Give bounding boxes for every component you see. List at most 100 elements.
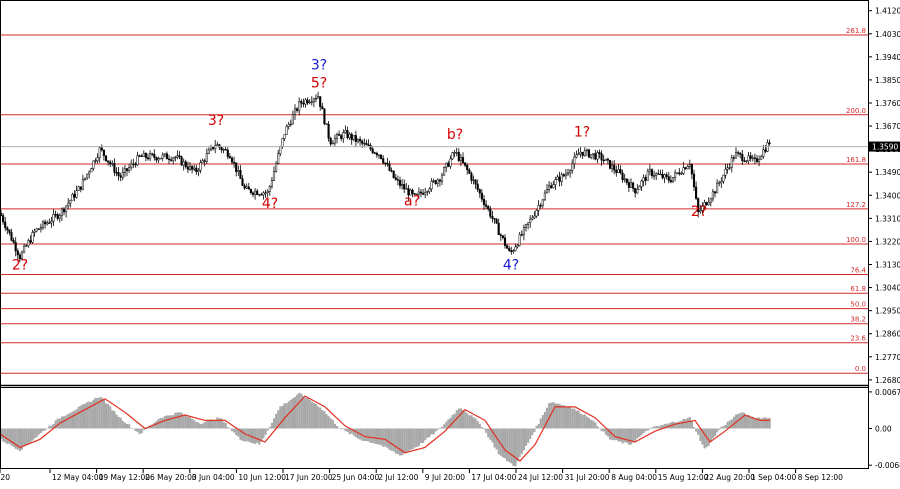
- candle-body: [195, 167, 198, 172]
- osc-bar: [71, 411, 74, 429]
- osc-signal-line: [0, 395, 770, 462]
- candle-body: [619, 169, 622, 174]
- candle: [401, 179, 404, 190]
- candle: [279, 145, 282, 157]
- osc-bar: [485, 428, 488, 433]
- osc-bar: [527, 428, 530, 443]
- osc-bar: [686, 417, 689, 429]
- osc-bar: [298, 392, 301, 429]
- candle-body: [384, 162, 387, 164]
- osc-bar: [102, 399, 105, 429]
- candle-body: [340, 135, 343, 139]
- candle: [566, 168, 570, 176]
- osc-bar: [249, 428, 252, 443]
- osc-bar: [655, 426, 658, 429]
- osc-bar: [48, 425, 51, 429]
- osc-bar: [564, 406, 567, 429]
- candle: [768, 139, 771, 146]
- osc-bar: [701, 428, 704, 445]
- candle-body: [428, 188, 431, 192]
- candle: [569, 169, 572, 178]
- osc-bar: [407, 428, 410, 452]
- candle-body: [598, 152, 601, 154]
- candle: [8, 229, 11, 236]
- osc-bar: [331, 420, 334, 429]
- candle: [321, 102, 324, 110]
- candle-body: [724, 168, 727, 176]
- candle-body: [485, 204, 488, 207]
- candle-body: [548, 185, 551, 190]
- osc-bar: [470, 415, 473, 429]
- candle-body: [319, 96, 322, 107]
- osc-bar: [646, 428, 649, 431]
- price-pane: 1.4120 1.4030 1.3940 1.3850 1.3760 1.3670 1.35…: [0, 7, 900, 385]
- candle-body: [407, 188, 410, 196]
- osc-bar: [663, 424, 666, 429]
- current-price-label: 1.3590: [872, 143, 898, 152]
- osc-bar: [518, 428, 521, 458]
- osc-bar: [413, 428, 416, 448]
- candle-body: [545, 189, 549, 194]
- osc-bar: [123, 422, 126, 429]
- osc-bar: [226, 427, 229, 429]
- candle-body: [684, 167, 687, 170]
- candle-body: [541, 199, 544, 206]
- candle-body: [287, 124, 290, 127]
- candle-body: [79, 186, 82, 190]
- osc-bar: [428, 428, 431, 438]
- candle-body: [247, 186, 250, 190]
- candle-body: [136, 155, 139, 166]
- osc-bar: [243, 428, 246, 442]
- candle-body: [186, 166, 189, 170]
- osc-bar: [499, 428, 502, 456]
- candle-body: [613, 164, 616, 171]
- candle: [661, 169, 664, 180]
- candle-body: [10, 232, 13, 241]
- candle-body: [60, 208, 63, 216]
- osc-bar: [472, 417, 475, 429]
- candle-body: [415, 193, 418, 196]
- osc-bar: [405, 428, 408, 453]
- candles: [0, 91, 771, 263]
- osc-bar: [438, 427, 441, 429]
- candle: [188, 162, 192, 171]
- wave-label: 2?: [691, 204, 707, 220]
- candle: [722, 174, 725, 184]
- candle: [144, 152, 147, 162]
- osc-bar: [678, 421, 681, 429]
- candle-body: [159, 157, 162, 160]
- candle: [739, 152, 742, 159]
- osc-bar: [730, 419, 733, 429]
- candle-body: [29, 240, 32, 243]
- osc-bar: [756, 417, 759, 429]
- candle: [4, 216, 7, 232]
- osc-bar: [690, 421, 693, 429]
- candle: [350, 132, 353, 145]
- time-tick-label: 9 Jul 20:00: [425, 473, 465, 482]
- candle-body: [382, 158, 385, 164]
- candle: [209, 144, 213, 152]
- candle-body: [92, 160, 95, 169]
- candle: [268, 185, 271, 196]
- candle: [428, 187, 431, 195]
- osc-bar: [548, 403, 551, 429]
- candle-body: [182, 161, 185, 166]
- candle: [14, 237, 17, 257]
- osc-bar: [134, 428, 137, 431]
- osc-bar: [575, 410, 578, 429]
- osc-bar: [268, 426, 271, 429]
- osc-bar: [42, 428, 45, 432]
- candle-body: [308, 101, 311, 104]
- osc-bar: [2, 428, 5, 442]
- price-tick-label: 1.2680: [875, 376, 900, 385]
- osc-bar: [709, 428, 712, 443]
- candle-body: [571, 163, 574, 171]
- candle-body: [501, 235, 504, 238]
- candle: [644, 174, 647, 186]
- candle: [688, 159, 691, 170]
- candle-body: [25, 245, 28, 247]
- price-tick-label: 1.3670: [875, 122, 900, 131]
- candle: [564, 168, 567, 180]
- osc-bar: [585, 416, 588, 429]
- osc-bar: [92, 399, 95, 429]
